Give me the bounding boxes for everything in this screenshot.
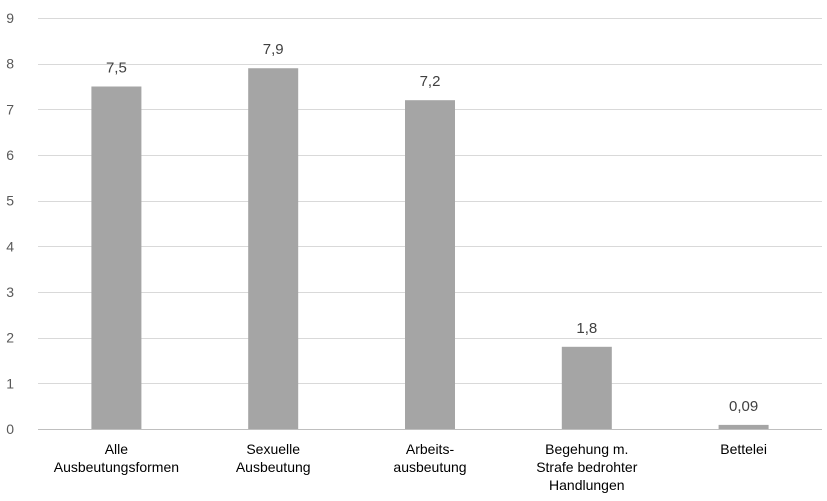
category-label-line: Arbeits- [406, 441, 455, 457]
category-labels: Alle Ausbeutungsformen Sexuelle Ausbeutung A… [54, 441, 767, 493]
category-label: Arbeits-ausbeutung [393, 441, 466, 475]
data-label: 7,5 [106, 60, 127, 77]
data-labels: 7,5 7,9 7,2 1,8 0,09 [106, 41, 758, 415]
bar [405, 100, 455, 429]
y-tick-label: 1 [6, 375, 14, 391]
category-label: Begehung m. Strafe bedrohter Handlungen [536, 441, 638, 493]
y-tick-label: 3 [6, 284, 14, 300]
bar [248, 68, 299, 429]
y-tick-label: 9 [6, 10, 14, 26]
y-tick-label: 7 [6, 101, 14, 117]
y-tick-label: 2 [6, 330, 14, 346]
data-label: 0,09 [729, 398, 758, 415]
data-label: 7,2 [420, 73, 441, 90]
bar [91, 86, 142, 429]
y-tick-label: 8 [6, 56, 14, 72]
category-label: Alle Ausbeutungsformen [54, 441, 179, 475]
y-tick-label: 5 [6, 193, 14, 209]
category-label-line: Strafe bedrohter [536, 459, 638, 475]
y-tick-label: 6 [6, 147, 14, 163]
category-label-line: Ausbeutungsformen [54, 459, 179, 475]
bars [91, 68, 769, 429]
category-label: Sexuelle Ausbeutung [236, 441, 311, 475]
category-label: Bettelei [720, 441, 767, 457]
category-label-line: Alle [105, 441, 129, 457]
category-label-line: Ausbeutung [236, 459, 311, 475]
data-label: 1,8 [576, 320, 597, 337]
category-label-line: Handlungen [549, 477, 625, 493]
y-axis-ticks: 0 1 2 3 4 5 6 7 8 9 [6, 10, 14, 437]
category-label-line: Begehung m. [545, 441, 628, 457]
category-label-line: Sexuelle [246, 441, 300, 457]
category-label-line: Bettelei [720, 441, 767, 457]
bar [561, 346, 612, 429]
y-tick-label: 4 [6, 238, 14, 254]
data-label: 7,9 [263, 41, 284, 58]
bar [718, 424, 769, 429]
y-tick-label: 0 [6, 421, 14, 437]
category-label-line: ausbeutung [393, 459, 466, 475]
